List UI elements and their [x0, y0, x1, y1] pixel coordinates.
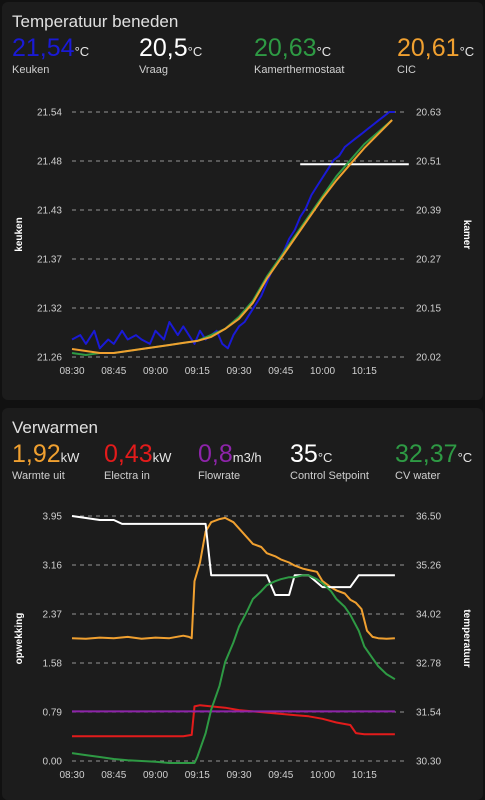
x-tick-label: 10:00: [310, 366, 335, 377]
x-tick-label: 09:30: [226, 366, 251, 377]
stat-value: 20,5: [139, 34, 188, 62]
series-line-control-setpoint: [71, 515, 395, 596]
x-tick-label: 09:15: [185, 366, 210, 377]
stat-label: Kamerthermostaat: [254, 64, 345, 76]
y-right-tick-label: 20.51: [416, 157, 441, 168]
y-right-tick-label: 31.54: [416, 708, 441, 719]
x-tick-label: 08:45: [101, 366, 126, 377]
y-right-tick-label: 20.63: [416, 108, 441, 119]
stat-label: Control Setpoint: [290, 470, 369, 482]
series-line-kamerthermostaat: [71, 119, 393, 356]
y-right-tick-label: 35.26: [416, 561, 441, 572]
stat-value: 0,43: [104, 440, 153, 468]
y-left-tick-label: 1.58: [43, 659, 63, 670]
stat-value: 1,92: [12, 440, 61, 468]
stat-label: CV water: [395, 470, 441, 482]
stat-unit: °C: [316, 44, 332, 59]
y-right-axis-title: temperatuur: [461, 609, 472, 667]
temperature-chart[interactable]: 21.54 20.63 21.48 20.51 21.43 20.39 21.37 20.27…: [2, 97, 483, 397]
x-tick-label: 09:15: [185, 770, 210, 781]
stat-label: Warmte uit: [12, 470, 65, 482]
heating-card: Verwarmen 1,92kW Warmte uit 0,43kW Elect…: [2, 408, 483, 800]
stat-value: 20,61: [397, 34, 460, 62]
stat-unit: °C: [74, 44, 90, 59]
stat-unit: kW: [60, 450, 80, 465]
y-left-tick-label: 21.48: [37, 157, 62, 168]
y-left-tick-label: 3.95: [43, 512, 63, 523]
y-left-tick-label: 21.54: [37, 108, 62, 119]
stat-unit: °C: [187, 44, 203, 59]
y-left-tick-label: 0.79: [43, 708, 63, 719]
stat-warmte-uit[interactable]: 1,92kW Warmte uit: [12, 441, 79, 482]
y-right-axis-title: kamer: [461, 220, 472, 250]
series-line-cv-water: [71, 574, 396, 764]
stat-value: 32,37: [395, 440, 458, 468]
stat-unit: °C: [459, 44, 475, 59]
y-right-tick-label: 20.15: [416, 304, 441, 315]
y-right-tick-label: 32.78: [416, 659, 441, 670]
series-line-warmte-uit: [71, 516, 395, 640]
x-tick-label: 10:00: [310, 770, 335, 781]
y-right-tick-label: 30.30: [416, 757, 441, 768]
stat-unit: m3/h: [232, 450, 262, 465]
heating-chart[interactable]: 3.95 36.50 3.16 35.26 2.37 34.02 1.58 32.78 0.79…: [2, 503, 483, 795]
temperature-card: Temperatuur beneden 21,54°C Keuken 20,5°…: [2, 2, 483, 400]
y-right-tick-label: 20.02: [416, 353, 441, 364]
stat-electra-in[interactable]: 0,43kW Electra in: [104, 441, 171, 482]
x-tick-label: 09:00: [143, 366, 168, 377]
y-left-tick-label: 21.26: [37, 353, 62, 364]
stat-value: 20,63: [254, 34, 317, 62]
y-left-tick-label: 0.00: [43, 757, 63, 768]
stat-value: 35: [290, 440, 318, 468]
stat-unit: °C: [317, 450, 333, 465]
stat-value: 0,8: [198, 440, 233, 468]
x-tick-label: 09:00: [143, 770, 168, 781]
stat-kamerthermostaat[interactable]: 20,63°C Kamerthermostaat: [254, 35, 344, 76]
x-tick-label: 08:30: [59, 366, 84, 377]
x-tick-label: 09:45: [268, 366, 293, 377]
series-line-cic: [71, 119, 393, 354]
y-left-tick-label: 21.37: [37, 255, 62, 266]
y-left-tick-label: 21.43: [37, 206, 62, 217]
y-left-tick-label: 2.37: [43, 610, 63, 621]
stat-vraag[interactable]: 20,5°C Vraag: [139, 35, 202, 76]
stat-label: Keuken: [12, 64, 50, 76]
stat-flowrate[interactable]: 0,8m3/h Flowrate: [198, 441, 262, 482]
stat-cv-water[interactable]: 32,37°C CV water: [395, 441, 472, 482]
x-tick-label: 09:45: [268, 770, 293, 781]
stat-control-setpoint[interactable]: 35°C Control Setpoint: [290, 441, 369, 482]
stat-cic[interactable]: 20,61°C CIC: [397, 35, 474, 76]
x-tick-label: 09:30: [226, 770, 251, 781]
series-line-keuken: [71, 111, 395, 350]
card-title: Verwarmen: [12, 418, 98, 437]
stat-label: Flowrate: [198, 470, 241, 482]
stat-unit: kW: [152, 450, 172, 465]
y-right-tick-label: 34.02: [416, 610, 441, 621]
x-tick-label: 10:15: [352, 770, 377, 781]
stat-label: CIC: [397, 64, 416, 76]
y-left-tick-label: 3.16: [43, 561, 63, 572]
stat-label: Vraag: [139, 64, 168, 76]
y-right-tick-label: 36.50: [416, 512, 441, 523]
x-tick-label: 08:45: [101, 770, 126, 781]
y-left-axis-title: opwekking: [14, 613, 25, 665]
stat-label: Electra in: [104, 470, 150, 482]
y-left-tick-label: 21.32: [37, 304, 62, 315]
stat-value: 21,54: [12, 34, 75, 62]
x-tick-label: 08:30: [59, 770, 84, 781]
stat-keuken[interactable]: 21,54°C Keuken: [12, 35, 89, 76]
y-left-axis-title: keuken: [14, 217, 25, 251]
stat-unit: °C: [457, 450, 473, 465]
x-tick-label: 10:15: [352, 366, 377, 377]
card-title: Temperatuur beneden: [12, 12, 179, 31]
y-right-tick-label: 20.27: [416, 255, 441, 266]
series-line-electra-in: [72, 704, 395, 738]
y-right-tick-label: 20.39: [416, 206, 441, 217]
